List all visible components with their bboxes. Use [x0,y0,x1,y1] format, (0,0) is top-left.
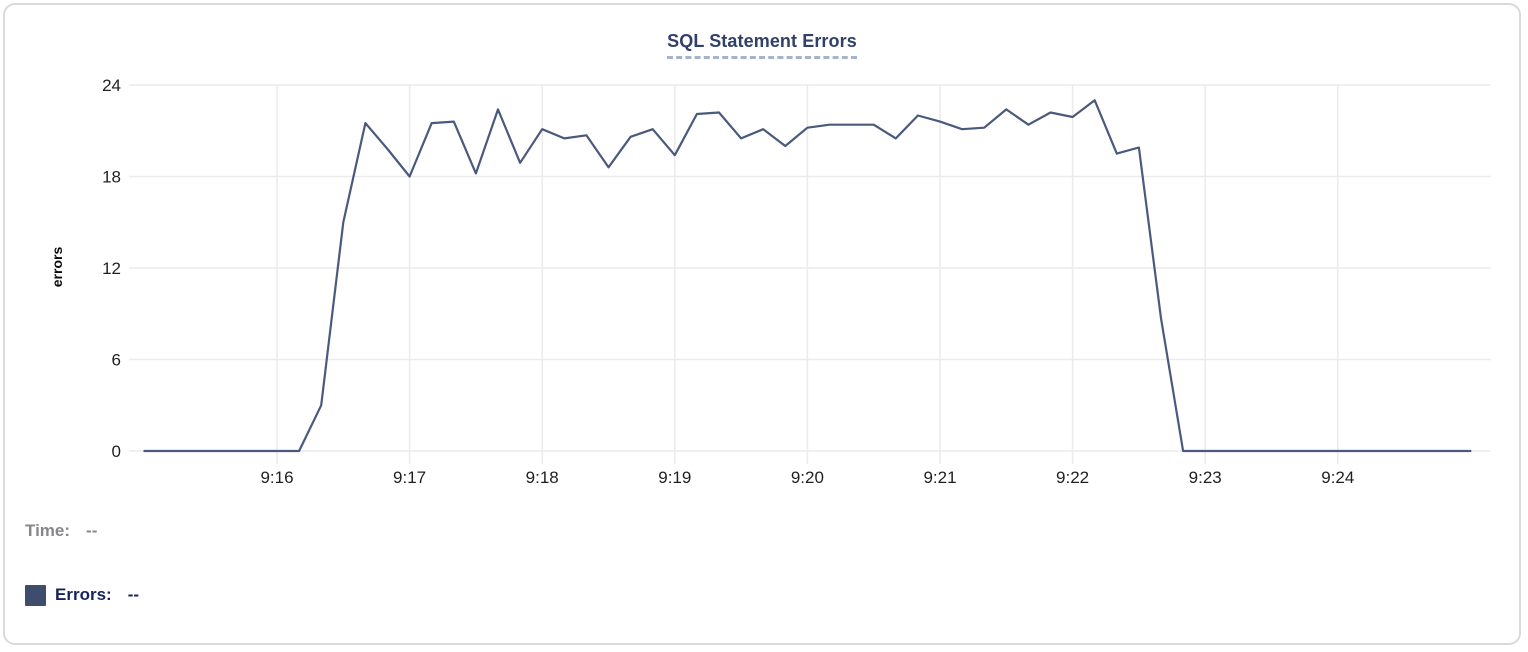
x-tick-label: 9:19 [658,468,691,487]
x-tick-label: 9:17 [393,468,426,487]
x-tick-label: 9:24 [1321,468,1354,487]
chart-title-row: SQL Statement Errors [5,31,1519,59]
y-tick-label: 6 [112,351,121,370]
x-tick-label: 9:22 [1056,468,1089,487]
y-tick-label: 12 [102,259,121,278]
errors-series-line [143,99,1472,453]
errors-readout-row: Errors: -- [25,583,139,607]
chart-title[interactable]: SQL Statement Errors [667,31,857,59]
x-tick-label: 9:21 [923,468,956,487]
errors-label: Errors: [55,585,112,604]
y-axis-label: errors [49,246,65,288]
chart-card: SQL Statement Errors 0 6 12 18 24 9:16 9:17 9:1… [3,3,1521,645]
time-label: Time: [25,521,71,540]
x-tick-label: 9:20 [791,468,824,487]
errors-line-chart[interactable]: 0 6 12 18 24 9:16 9:17 9:18 9:19 9:20 9:21 9:22 9:23… [5,5,1519,505]
y-tick-label: 0 [112,442,121,461]
y-tick-label: 24 [102,76,121,95]
time-value: -- [86,521,98,540]
x-tick-label: 9:18 [526,468,559,487]
y-tick-label: 18 [102,168,121,187]
hover-readout: Time: -- Errors: -- [25,519,139,647]
x-tick-label: 9:16 [260,468,293,487]
errors-series-swatch [25,584,46,606]
x-tick-label: 9:23 [1189,468,1222,487]
time-readout-row: Time: -- [25,519,139,543]
errors-value: -- [127,585,140,604]
